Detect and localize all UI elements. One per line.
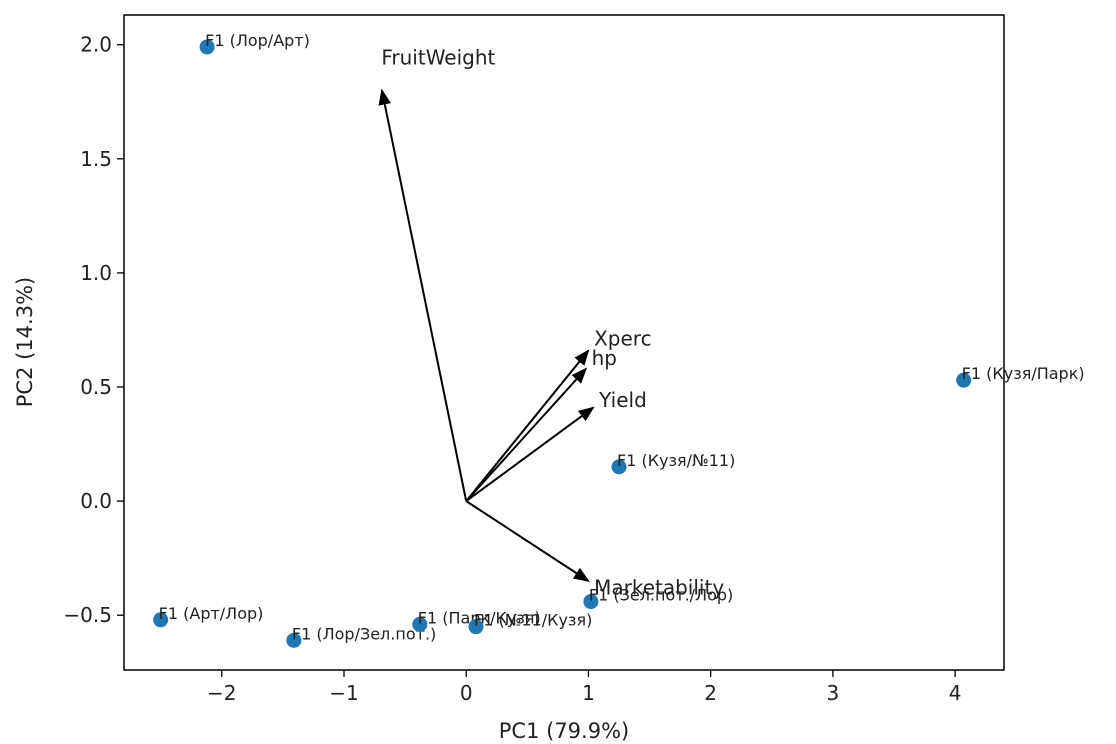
x-axis-label: PC1 (79.9%): [499, 719, 629, 743]
x-tick-label: 4: [949, 681, 962, 705]
x-tick-label: −1: [329, 681, 358, 705]
loading-label: Yield: [598, 388, 647, 412]
loading-arrow: [465, 349, 590, 502]
y-tick-label: 1.5: [80, 147, 112, 171]
x-axis-ticks: −2 −1 0 1 2 3 4: [207, 670, 961, 705]
loading-arrow: [465, 406, 595, 502]
sample-point-label: F1 (Парк/Кузя): [418, 608, 541, 627]
y-tick-label: −0.5: [63, 603, 112, 627]
loading-arrow: [378, 88, 468, 502]
y-axis-ticks: −0.5 0.0 0.5 1.0 1.5 2.0: [63, 33, 124, 627]
sample-point-label: F1 (Кузя/№11): [617, 451, 735, 470]
loading-label: Xperc: [594, 326, 651, 350]
sample-point: [583, 594, 599, 610]
y-tick-label: 1.0: [80, 261, 112, 285]
x-tick-label: 2: [704, 681, 717, 705]
sample-point: [153, 612, 169, 628]
y-tick-label: 2.0: [80, 33, 112, 57]
sample-point: [412, 616, 428, 632]
sample-points: F1 (Лор/Арт)F1 (Кузя/Парк)F1 (Кузя/№11)F…: [153, 31, 1085, 648]
loading-label: Marketability: [594, 575, 724, 599]
y-axis-label: PC2 (14.3%): [13, 277, 37, 407]
x-tick-label: 0: [460, 681, 473, 705]
loading-arrow: [465, 367, 588, 502]
y-tick-label: 0.0: [80, 489, 112, 513]
sample-point-label: F1 (Кузя/Парк): [962, 364, 1085, 383]
sample-point: [286, 632, 302, 648]
sample-point-label: F1 (Зел.пот./Лор): [589, 586, 733, 605]
loading-label: hp: [592, 346, 617, 370]
sample-point-label: F1 (№11/Кузя): [474, 611, 592, 630]
x-tick-label: 1: [582, 681, 595, 705]
sample-point: [611, 459, 627, 475]
plot-area: [123, 14, 1005, 671]
y-tick-label: 0.5: [80, 375, 112, 399]
sample-point: [199, 39, 215, 55]
x-tick-label: −2: [207, 681, 236, 705]
sample-point: [956, 372, 972, 388]
x-tick-label: 3: [827, 681, 840, 705]
loading-label: FruitWeight: [381, 45, 495, 69]
sample-point-label: F1 (Арт/Лор): [159, 604, 264, 623]
sample-point: [468, 619, 484, 635]
sample-point-label: F1 (Лор/Арт): [205, 31, 310, 50]
sample-point-label: F1 (Лор/Зел.пот.): [292, 624, 436, 643]
loading-arrow: [465, 500, 590, 582]
